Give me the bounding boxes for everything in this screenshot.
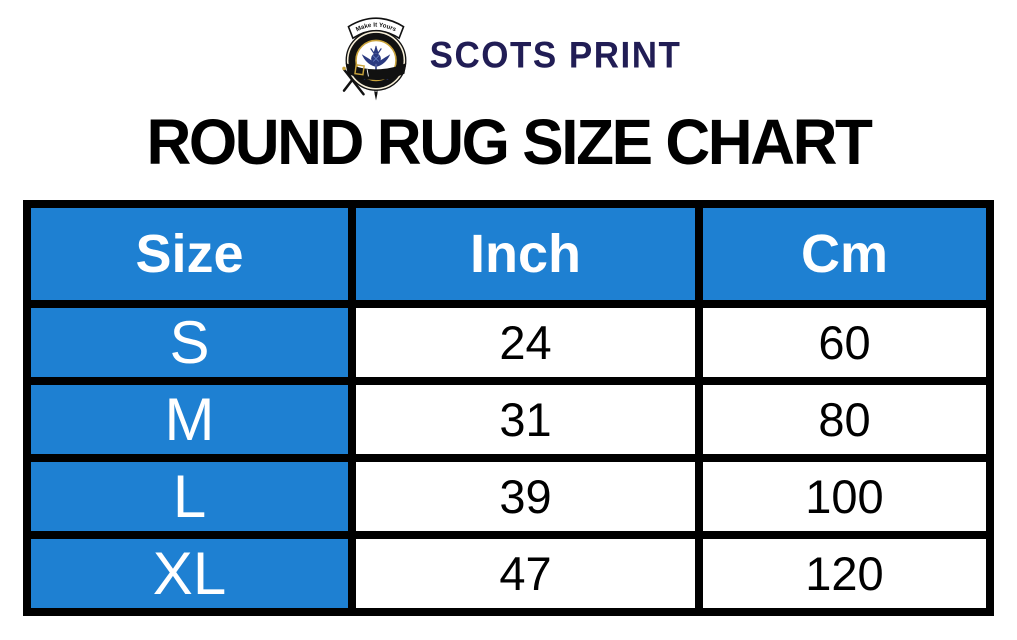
cm-cell: 100 [695,454,994,539]
cm-cell: 60 [695,300,994,385]
column-header-size: Size [23,200,356,308]
crest-banner-text: Make It Yours [354,22,397,34]
cm-cell: 80 [695,377,994,462]
cm-cell: 120 [695,531,994,616]
crest-belt [345,63,406,80]
brand-name: SCOTS PRINT [429,35,682,76]
inch-cell: 39 [348,454,703,539]
scots-print-crest-logo: Make It Yours [341,17,407,101]
brand-header: Make It Yours [0,0,1017,104]
inch-cell: 24 [348,300,703,385]
inch-cell: 31 [348,377,703,462]
size-cell: S [23,300,356,385]
table-row-m: M 31 80 [23,377,994,462]
table-row-s: S 24 60 [23,300,994,385]
size-cell: M [23,377,356,462]
size-cell: L [23,454,356,539]
inch-cell: 47 [348,531,703,616]
page-title: ROUND RUG SIZE CHART [146,106,872,178]
svg-text:Make It Yours: Make It Yours [354,22,397,34]
column-header-inch: Inch [348,200,703,308]
table-row-xl: XL 47 120 [23,531,994,616]
size-chart-table: Size Inch Cm S 24 60 M 31 80 L 39 100 [23,200,994,616]
table-row-l: L 39 100 [23,454,994,539]
size-cell: XL [23,531,356,616]
table-header-row: Size Inch Cm [23,200,994,308]
column-header-cm: Cm [695,200,994,308]
